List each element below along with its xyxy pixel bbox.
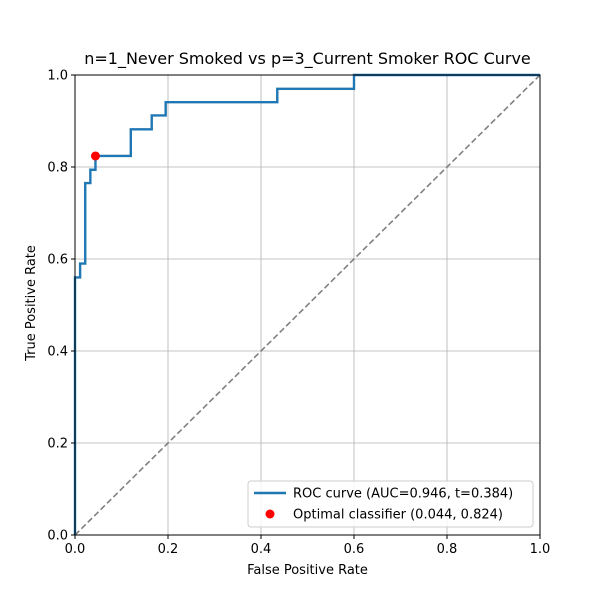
y-tick-label: 0.4 xyxy=(47,345,68,360)
x-tick-label: 0.2 xyxy=(158,542,179,557)
chance-diagonal-line xyxy=(74,74,541,536)
roc-curve-line xyxy=(73,73,540,535)
x-axis-label: False Positive Rate xyxy=(247,563,368,578)
legend-optimal-swatch xyxy=(265,509,275,519)
ticks-layer: 0.0 0.2 0.4 0.6 0.8 1.0 0.0 0.2 0.4 0.6 0.8 1.0 xyxy=(47,69,550,558)
x-tick-label: 1.0 xyxy=(530,542,551,557)
optimal-classifier-point xyxy=(90,151,100,161)
series-layer xyxy=(73,73,541,536)
x-tick-label: 0.4 xyxy=(251,542,272,557)
y-tick-label: 0.6 xyxy=(47,253,68,268)
legend-optimal-label: Optimal classifier (0.044, 0.824) xyxy=(293,508,503,523)
plot-frame xyxy=(74,74,541,536)
y-tick-label: 0.0 xyxy=(47,529,68,544)
chart-title: n=1_Never Smoked vs p=3_Current Smoker R… xyxy=(84,49,531,69)
x-tick-label: 0.6 xyxy=(344,542,365,557)
legend: ROC curve (AUC=0.946, t=0.384) Optimal cl… xyxy=(247,480,534,528)
y-tick-label: 1.0 xyxy=(47,69,68,84)
legend-box xyxy=(247,480,534,528)
x-tick-label: 0.8 xyxy=(437,542,458,557)
x-tick-label: 0.0 xyxy=(65,542,86,557)
legend-roc-label: ROC curve (AUC=0.946, t=0.384) xyxy=(293,487,513,502)
y-axis-label: True Positive Rate xyxy=(24,245,39,362)
y-tick-label: 0.8 xyxy=(47,161,68,176)
y-tick-label: 0.2 xyxy=(47,437,68,452)
